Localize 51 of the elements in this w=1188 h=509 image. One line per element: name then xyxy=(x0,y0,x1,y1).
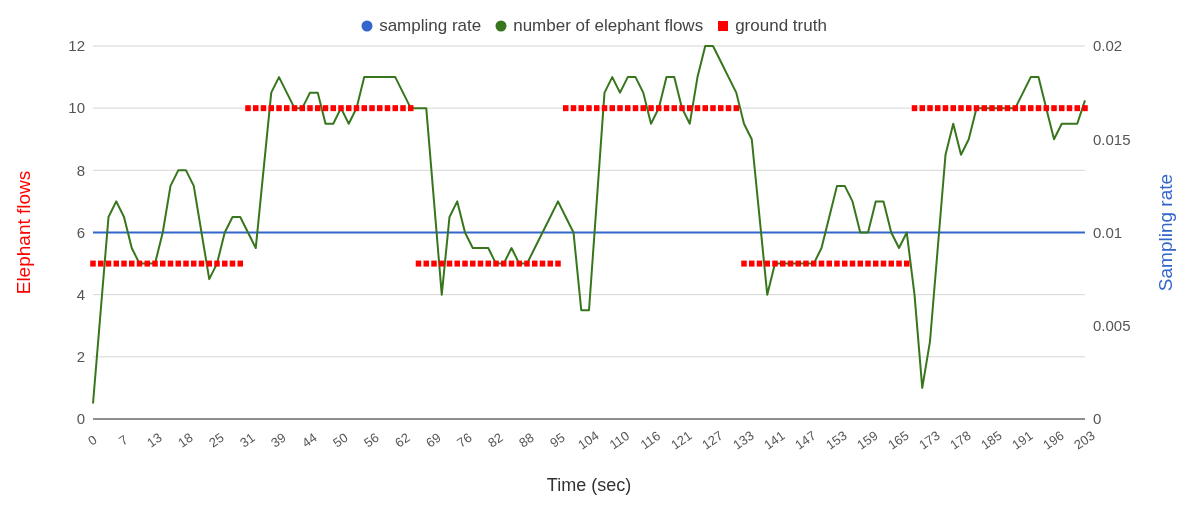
legend-label: ground truth xyxy=(734,16,827,36)
x-tick-label: 104 xyxy=(575,427,602,453)
y-tick-label: 4 xyxy=(76,285,85,303)
y-axis-title: Elephant flows xyxy=(12,170,34,295)
x-tick-label: 147 xyxy=(792,427,819,453)
x-tick-label: 203 xyxy=(1071,427,1098,453)
x-tick-label: 185 xyxy=(978,427,1005,453)
x-tick-label: 110 xyxy=(606,428,633,453)
x-tick-label: 191 xyxy=(1009,427,1036,453)
x-tick-label: 95 xyxy=(547,429,568,451)
legend-label: number of elephant flows xyxy=(512,16,704,36)
y2-tick-label: 0.01 xyxy=(1093,223,1123,241)
y-tick-label: 10 xyxy=(68,99,85,117)
x-tick-label: 159 xyxy=(854,427,881,453)
x-tick-label: 7 xyxy=(116,431,131,449)
x-tick-label: 116 xyxy=(637,428,664,453)
y2-axis-title: Sampling rate xyxy=(1154,173,1176,292)
y-tick-label: 12 xyxy=(68,37,85,55)
x-tick-label: 153 xyxy=(823,427,850,453)
x-tick-label: 76 xyxy=(454,429,475,451)
x-tick-label: 69 xyxy=(423,429,444,451)
x-axis-title: Time (sec) xyxy=(546,475,632,495)
line-series xyxy=(92,45,1086,405)
x-tick-label: 18 xyxy=(175,429,196,451)
x-tick-label: 133 xyxy=(730,427,757,453)
x-tick-label: 39 xyxy=(268,429,289,451)
x-tick-label: 165 xyxy=(885,427,912,453)
x-tick-label: 88 xyxy=(516,429,537,451)
x-tick-label: 173 xyxy=(916,427,943,453)
x-tick-label: 31 xyxy=(237,429,258,451)
y-tick-label: 2 xyxy=(76,348,85,366)
x-tick-label: 121 xyxy=(668,427,695,453)
x-tick-label: 196 xyxy=(1040,427,1067,453)
y2-tick-label: 0.015 xyxy=(1093,130,1131,148)
x-tick-label: 13 xyxy=(144,429,165,451)
y-tick-label: 0 xyxy=(76,410,85,428)
x-tick-label: 56 xyxy=(361,429,382,451)
x-tick-label: 62 xyxy=(392,429,413,451)
y2-tick-label: 0.02 xyxy=(1093,37,1123,55)
x-tick-label: 141 xyxy=(761,427,788,453)
y2-tick-label: 0 xyxy=(1093,410,1102,428)
y-tick-label: 6 xyxy=(76,223,85,241)
x-tick-label: 82 xyxy=(485,429,506,451)
x-tick-label: 25 xyxy=(206,429,227,451)
x-tick-label: 127 xyxy=(699,427,726,453)
x-tick-label: 178 xyxy=(947,427,974,453)
y2-tick-label: 0.005 xyxy=(1093,317,1131,335)
x-tick-label: 50 xyxy=(330,429,351,451)
x-tick-label: 44 xyxy=(299,429,320,451)
y-tick-label: 8 xyxy=(76,161,85,179)
legend-label: sampling rate xyxy=(378,16,482,36)
